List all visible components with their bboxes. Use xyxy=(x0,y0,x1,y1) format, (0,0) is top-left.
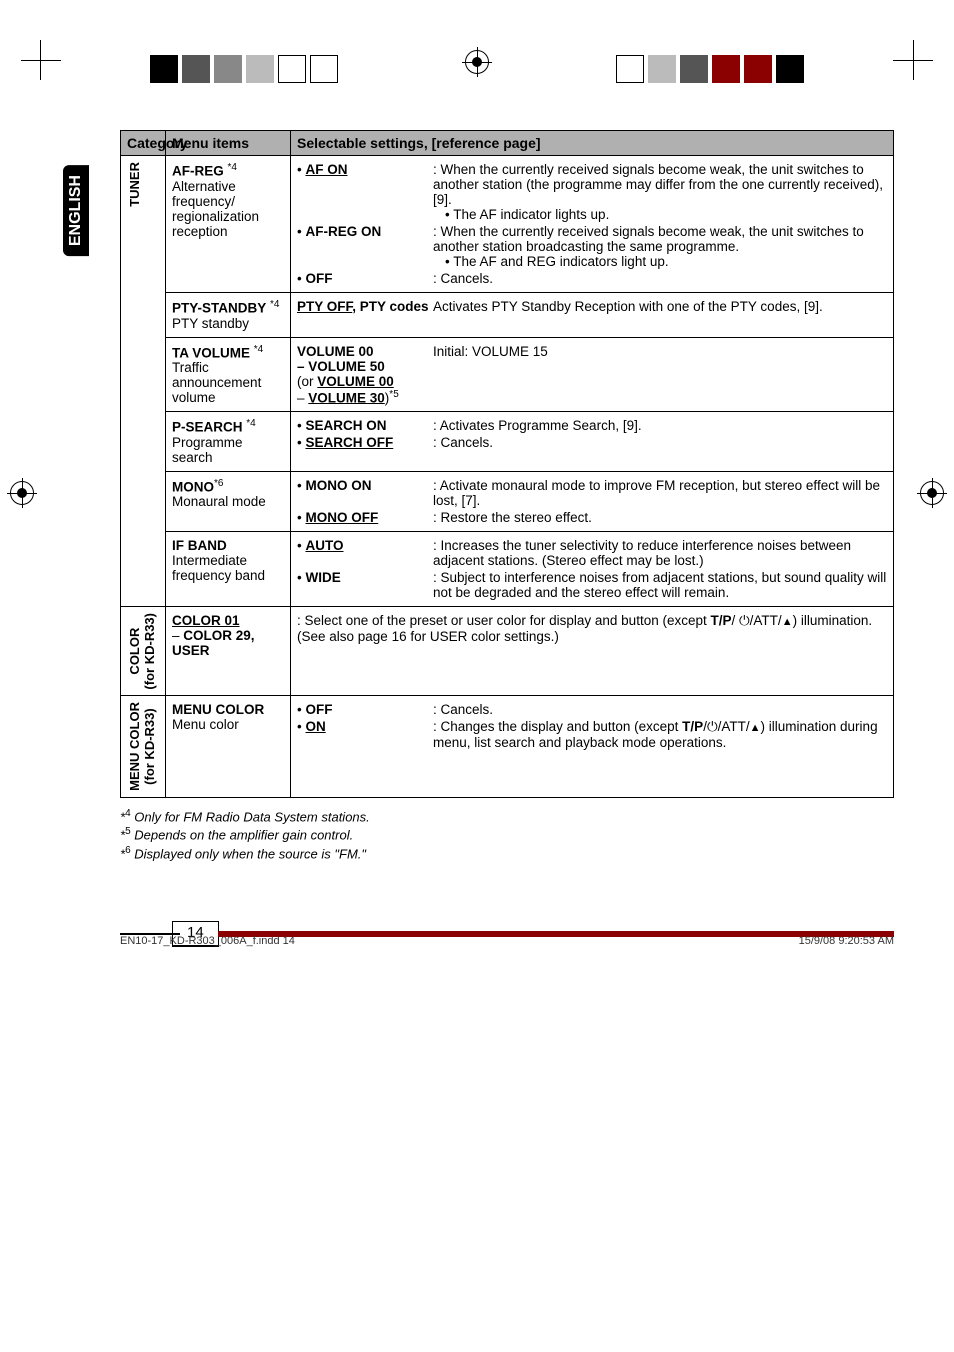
table-row: COLOR(for KD-R33)COLOR 01– COLOR 29, USE… xyxy=(121,606,894,696)
category-cell: MENU COLOR(for KD-R33) xyxy=(121,696,166,798)
th-menu-items: Menu items xyxy=(166,131,291,156)
menu-item-cell: TA VOLUME *4Traffic announcement volume xyxy=(166,337,291,412)
color-squares-right xyxy=(612,55,804,83)
table-row: TUNERAF-REG *4Alternative frequency/ reg… xyxy=(121,156,894,293)
settings-cell: • AUTO: Increases the tuner selectivity … xyxy=(291,531,894,606)
menu-item-cell: MENU COLORMenu color xyxy=(166,696,291,798)
settings-cell: VOLUME 00– VOLUME 50(or VOLUME 00– VOLUM… xyxy=(291,337,894,412)
registration-target-right xyxy=(920,481,944,505)
table-row: MONO*6Monaural mode• MONO ON: Activate m… xyxy=(121,471,894,531)
footnote: *5 Depends on the amplifier gain control… xyxy=(120,826,894,842)
footnote: *6 Displayed only when the source is "FM… xyxy=(120,845,894,861)
settings-cell: • AF ON: When the currently received sig… xyxy=(291,156,894,293)
color-squares-left xyxy=(150,55,342,83)
registration-target-top xyxy=(465,50,489,74)
settings-cell: • SEARCH ON: Activates Programme Search,… xyxy=(291,412,894,472)
registration-target-left xyxy=(10,481,34,505)
category-cell: COLOR(for KD-R33) xyxy=(121,606,166,696)
settings-table: Category Menu items Selectable settings,… xyxy=(120,130,894,798)
table-row: MENU COLOR(for KD-R33)MENU COLORMenu col… xyxy=(121,696,894,798)
settings-cell: • OFF: Cancels.• ON: Changes the display… xyxy=(291,696,894,798)
th-category: Category xyxy=(121,131,166,156)
crop-mark-tl xyxy=(40,40,80,80)
menu-item-cell: PTY-STANDBY *4PTY standby xyxy=(166,293,291,338)
category-cell: TUNER xyxy=(121,156,166,607)
menu-item-cell: COLOR 01– COLOR 29, USER xyxy=(166,606,291,696)
print-footer: EN10-17_KD-R303_006A_f.indd 14 15/9/08 9… xyxy=(120,935,894,947)
footer-file: EN10-17_KD-R303_006A_f.indd 14 xyxy=(120,935,295,947)
language-tab: ENGLISH xyxy=(63,165,89,256)
th-settings: Selectable settings, [reference page] xyxy=(291,131,894,156)
footnotes: *4 Only for FM Radio Data System station… xyxy=(120,808,894,861)
menu-item-cell: P-SEARCH *4Programme search xyxy=(166,412,291,472)
footnote: *4 Only for FM Radio Data System station… xyxy=(120,808,894,824)
table-row: IF BANDIntermediate frequency band• AUTO… xyxy=(121,531,894,606)
settings-cell: • MONO ON: Activate monaural mode to imp… xyxy=(291,471,894,531)
settings-cell: PTY OFF, PTY codesActivates PTY Standby … xyxy=(291,293,894,338)
table-body: TUNERAF-REG *4Alternative frequency/ reg… xyxy=(121,156,894,798)
crop-mark-tr xyxy=(874,40,914,80)
menu-item-cell: MONO*6Monaural mode xyxy=(166,471,291,531)
page: ENGLISH Category Menu items Selectable s… xyxy=(0,0,954,987)
table-row: P-SEARCH *4Programme search• SEARCH ON: … xyxy=(121,412,894,472)
table-row: PTY-STANDBY *4PTY standbyPTY OFF, PTY co… xyxy=(121,293,894,338)
footer-date: 15/9/08 9:20:53 AM xyxy=(799,935,894,947)
settings-cell: : Select one of the preset or user color… xyxy=(291,606,894,696)
menu-item-cell: AF-REG *4Alternative frequency/ regional… xyxy=(166,156,291,293)
table-row: TA VOLUME *4Traffic announcement volumeV… xyxy=(121,337,894,412)
menu-item-cell: IF BANDIntermediate frequency band xyxy=(166,531,291,606)
